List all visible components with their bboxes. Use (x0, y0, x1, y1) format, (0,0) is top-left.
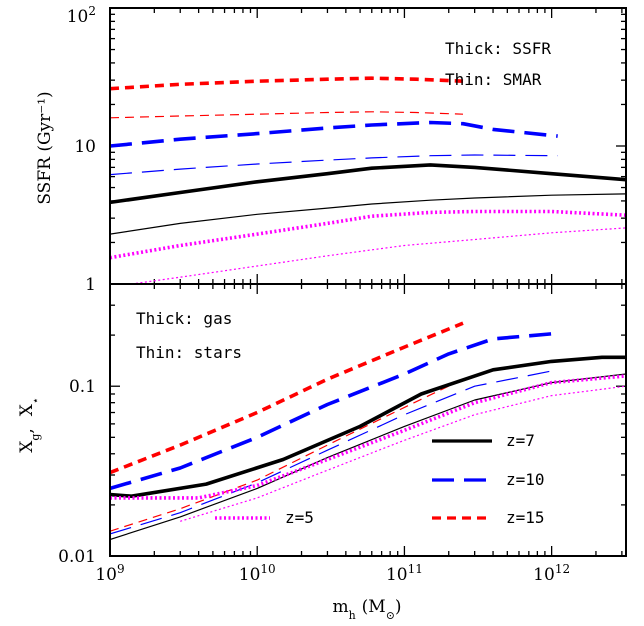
series-z10-gas (110, 331, 558, 491)
top-panel: 102 10 1 SSFR (Gyr⁻¹) Thick: SSFR Thin: SM… (35, 4, 626, 295)
bottom-panel-series (110, 321, 626, 541)
bottom-y-tick-label: 0.1 (69, 377, 96, 397)
top-y-tick-label: 102 (67, 4, 96, 27)
top-y-axis-label: SSFR (Gyr⁻¹) (35, 91, 55, 204)
bottom-y-tick-labels: 0.1 0.01 (58, 377, 96, 567)
legend-label-z7: z=7 (506, 431, 535, 450)
series-z7-stars (110, 373, 626, 541)
series-z7-gas (110, 355, 626, 498)
x-tick-label: 1011 (386, 562, 423, 585)
series-z7-smar (110, 193, 626, 235)
top-y-tick-label: 1 (85, 275, 96, 295)
series-z15-stars (110, 378, 464, 532)
annotation-thin-smar: Thin: SMAR (445, 70, 542, 89)
series-z5-smar (131, 227, 626, 284)
series-z5-stars (180, 385, 626, 522)
x-axis-label: mh (M⊙) (332, 597, 401, 622)
x-tick-label: 1010 (239, 562, 276, 585)
annotation-thin-stars: Thin: stars (136, 343, 242, 362)
top-y-tick-labels: 102 10 1 (67, 4, 96, 295)
annotation-thick-gas: Thick: gas (136, 309, 232, 328)
series-z5-ssfr (110, 209, 626, 260)
x-tick-labels: 109 1010 1011 1012 (95, 562, 570, 585)
top-panel-series (110, 76, 626, 284)
legend-label-z10: z=10 (506, 470, 545, 489)
series-z15-ssfr (110, 76, 464, 91)
bottom-panel-frame (109, 283, 627, 557)
x-tick-label: 1012 (533, 562, 570, 585)
annotation-thick-ssfr: Thick: SSFR (445, 39, 551, 58)
series-z7-ssfr (110, 163, 626, 205)
series-z15-gas (110, 321, 464, 475)
bottom-y-tick-label: 0.01 (58, 547, 96, 567)
series-z10-smar (110, 154, 558, 176)
series-z5-gas (110, 374, 626, 500)
series-z15-smar (110, 111, 464, 119)
series-z10-stars (110, 369, 558, 535)
bottom-y-axis-label: Xg,X⋆ (17, 397, 42, 453)
top-y-tick-label: 10 (74, 137, 96, 157)
x-tick-label: 109 (95, 562, 124, 585)
legend-label-z15: z=15 (506, 508, 545, 527)
legend: z=7 z=10 z=15 z=5 (215, 431, 545, 527)
bottom-panel: 0.1 0.01 109 1010 1011 1012 Thick: gas Thin:… (17, 283, 626, 622)
series-z10-ssfr (110, 120, 558, 148)
legend-label-z5: z=5 (285, 508, 314, 527)
